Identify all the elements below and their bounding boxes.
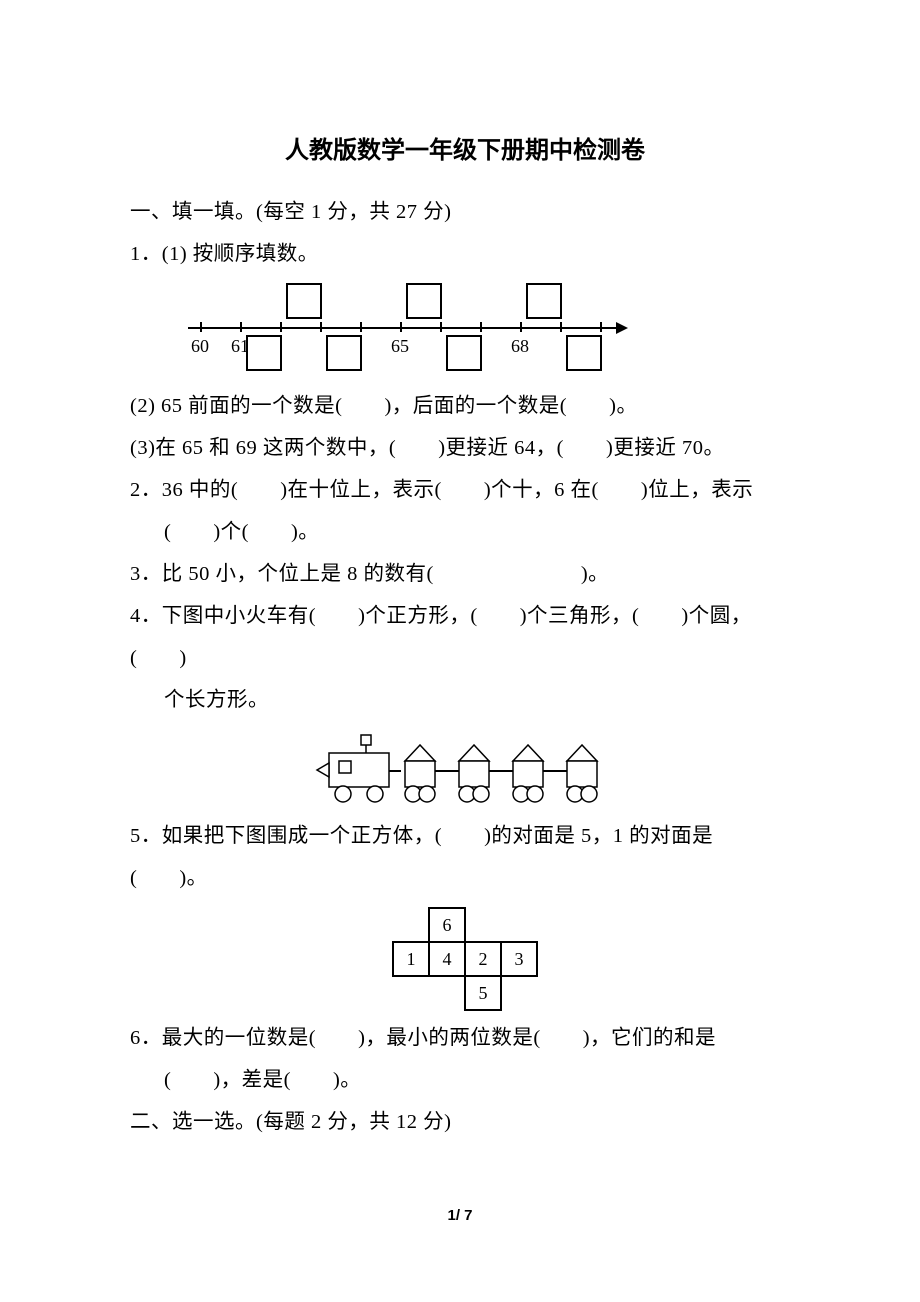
number-line-diagram: 60616568	[188, 281, 648, 377]
net-cell: 6	[429, 908, 465, 942]
q1-2: (2) 65 前面的一个数是( )，后面的一个数是( )。	[130, 385, 800, 427]
q2-cont: ( )个( )。	[130, 511, 800, 553]
number-line-tick	[280, 322, 282, 332]
number-line-tick	[240, 322, 242, 332]
number-line-tick	[360, 322, 362, 332]
net-empty-cell	[465, 908, 501, 942]
cube-net-table: 614235	[392, 907, 538, 1011]
number-line-blank-box	[526, 283, 562, 319]
number-line-blank-box	[246, 335, 282, 371]
number-line-arrow-icon	[616, 322, 628, 334]
number-line-tick	[520, 322, 522, 332]
page-total: 7	[464, 1207, 472, 1224]
q4: 4．下图中小火车有( )个正方形，( )个三角形，( )个圆，( )	[130, 595, 800, 679]
number-line-tick	[600, 322, 602, 332]
q1-3: (3)在 65 和 69 这两个数中，( )更接近 64，( )更接近 70。	[130, 427, 800, 469]
q5: 5．如果把下图围成一个正方体，( )的对面是 5，1 的对面是	[130, 815, 800, 857]
number-line-tick	[400, 322, 402, 332]
net-cell: 5	[465, 976, 501, 1010]
page-content: 人教版数学一年级下册期中检测卷 一、填一填。(每空 1 分，共 27 分) 1．…	[0, 0, 920, 1203]
section-1-header: 一、填一填。(每空 1 分，共 27 分)	[130, 191, 800, 233]
number-line-blank-box	[286, 283, 322, 319]
page-sep: /	[456, 1207, 464, 1224]
number-line-tick	[440, 322, 442, 332]
number-line-blank-box	[326, 335, 362, 371]
number-line-tick	[320, 322, 322, 332]
net-empty-cell	[501, 976, 537, 1010]
q1-1: 1．(1) 按顺序填数。	[130, 233, 800, 275]
net-empty-cell	[429, 976, 465, 1010]
document-title: 人教版数学一年级下册期中检测卷	[130, 130, 800, 165]
page-footer: 1/ 7	[0, 1207, 920, 1224]
page-current: 1	[447, 1207, 455, 1224]
net-cell: 1	[393, 942, 429, 976]
q5-cont: ( )。	[130, 857, 800, 899]
number-line-tick	[200, 322, 202, 332]
number-line-blank-box	[566, 335, 602, 371]
cube-net-diagram: 614235	[385, 907, 545, 1011]
q3: 3．比 50 小，个位上是 8 的数有( )。	[130, 553, 800, 595]
number-line-tick	[480, 322, 482, 332]
section-2-header: 二、选一选。(每题 2 分，共 12 分)	[130, 1101, 800, 1143]
net-cell: 2	[465, 942, 501, 976]
net-empty-cell	[393, 976, 429, 1010]
train-diagram	[285, 731, 645, 811]
net-empty-cell	[393, 908, 429, 942]
net-empty-cell	[501, 908, 537, 942]
q4-cont: 个长方形。	[130, 679, 800, 721]
net-cell: 3	[501, 942, 537, 976]
number-line-blank-box	[406, 283, 442, 319]
net-cell: 4	[429, 942, 465, 976]
train-svg-icon	[305, 731, 625, 811]
q2: 2．36 中的( )在十位上，表示( )个十，6 在( )位上，表示	[130, 469, 800, 511]
number-line-label: 65	[391, 336, 409, 357]
number-line-tick	[560, 322, 562, 332]
q6-cont: ( )，差是( )。	[130, 1059, 800, 1101]
number-line-blank-box	[446, 335, 482, 371]
number-line-label: 68	[511, 336, 529, 357]
q6: 6．最大的一位数是( )，最小的两位数是( )，它们的和是	[130, 1017, 800, 1059]
number-line-axis	[188, 327, 618, 329]
number-line-label: 60	[191, 336, 209, 357]
